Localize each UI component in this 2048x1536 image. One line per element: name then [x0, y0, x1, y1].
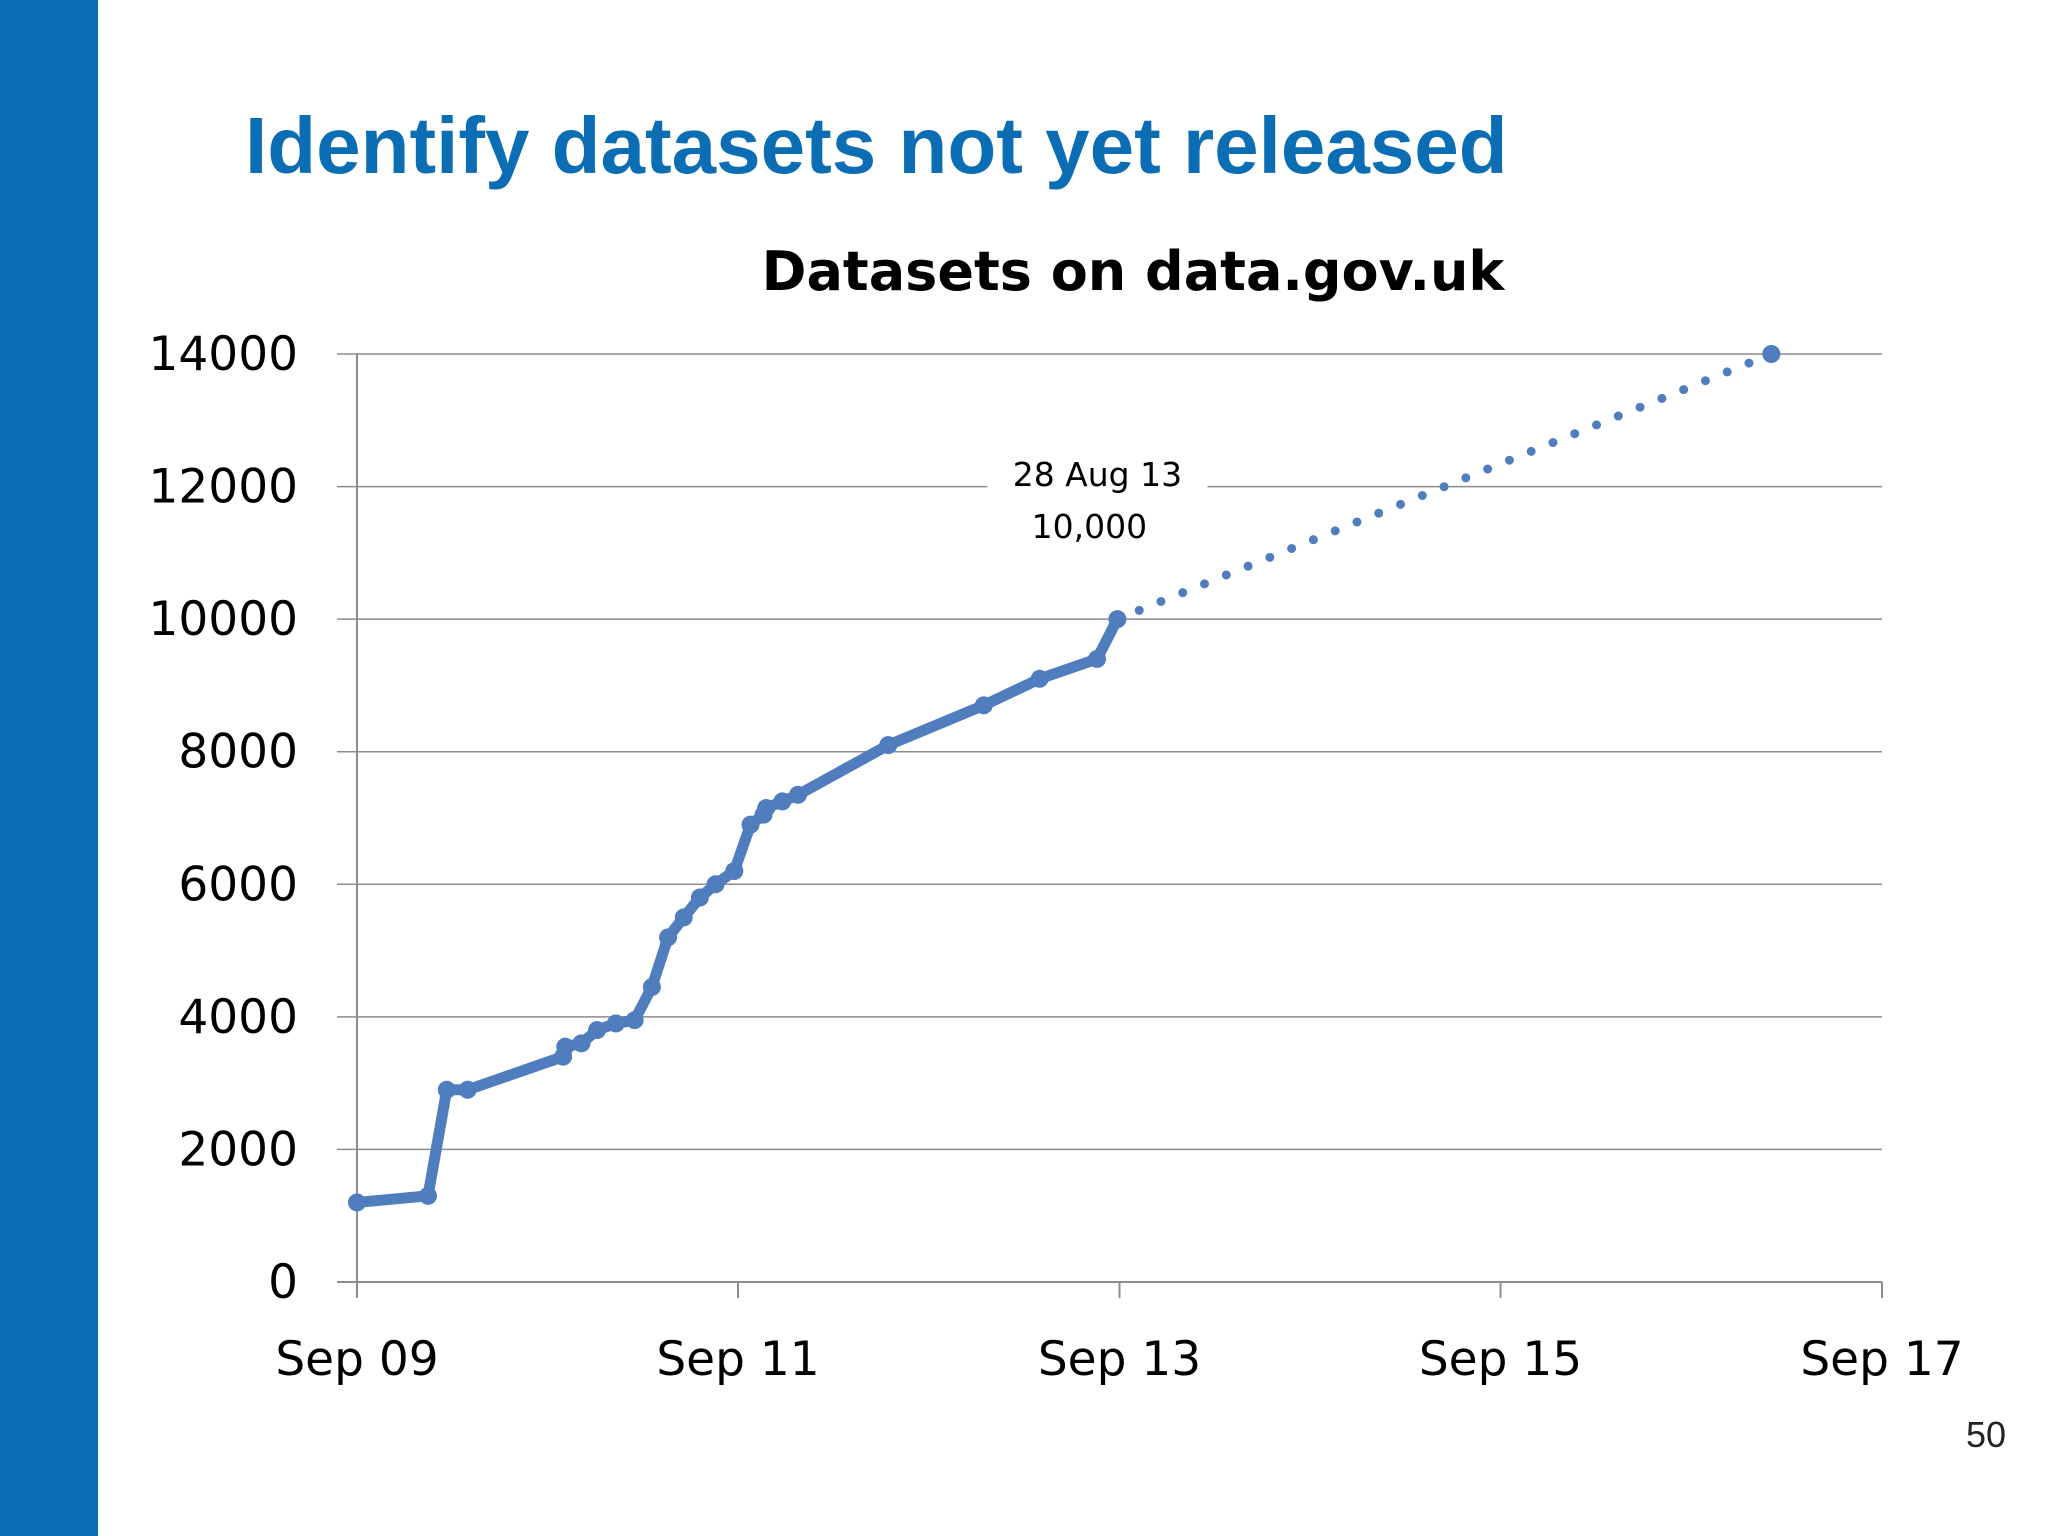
x-tick-label: Sep 15: [1419, 1332, 1582, 1387]
y-tick-label: 14000: [148, 327, 298, 382]
data-point: [974, 696, 993, 715]
y-tick-label: 0: [268, 1255, 298, 1310]
data-point: [1030, 669, 1049, 688]
data-point: [348, 1193, 366, 1212]
data-point: [674, 908, 693, 927]
data-point: [1088, 649, 1107, 668]
annotation-label: 10,000: [1032, 507, 1147, 546]
data-point: [659, 928, 678, 947]
data-point: [879, 736, 898, 755]
x-tick-label: Sep 11: [656, 1332, 819, 1387]
y-tick-label: 8000: [178, 725, 298, 780]
x-tick-label: Sep 13: [1038, 1332, 1201, 1387]
y-tick-label: 2000: [178, 1122, 298, 1177]
x-tick-label: Sep 17: [1800, 1332, 1963, 1387]
data-point: [690, 888, 709, 907]
data-point: [625, 1011, 644, 1030]
chart-title: Datasets on data.gov.uk: [762, 240, 1506, 303]
y-tick-label: 4000: [178, 990, 298, 1045]
y-tick-label: 12000: [148, 460, 298, 515]
data-point: [642, 978, 661, 997]
slide-title: Identify datasets not yet released: [245, 101, 1508, 190]
y-tick-label: 10000: [148, 592, 298, 647]
data-point: [588, 1021, 607, 1040]
side-accent-bar: [0, 0, 98, 1536]
annotation-label: 28 Aug 13: [1013, 455, 1182, 494]
data-point: [556, 1037, 575, 1056]
data-point: [741, 815, 760, 834]
data-point: [458, 1080, 477, 1099]
annotation-background: [987, 450, 1208, 562]
x-tick-label: Sep 09: [275, 1332, 438, 1387]
data-point: [418, 1186, 437, 1205]
data-point: [773, 792, 792, 811]
projection-dotted-line: [1112, 349, 1776, 624]
data-point: [789, 785, 808, 804]
data-point: [706, 875, 725, 894]
data-point: [437, 1080, 456, 1099]
data-point: [572, 1034, 591, 1053]
series-line: [351, 613, 1123, 1208]
data-point: [725, 862, 744, 881]
data-point: [606, 1014, 625, 1033]
data-point: [757, 799, 776, 818]
page-number: 50: [1965, 1414, 2006, 1455]
y-tick-label: 6000: [178, 857, 298, 912]
projection-end-point: [1762, 345, 1781, 363]
